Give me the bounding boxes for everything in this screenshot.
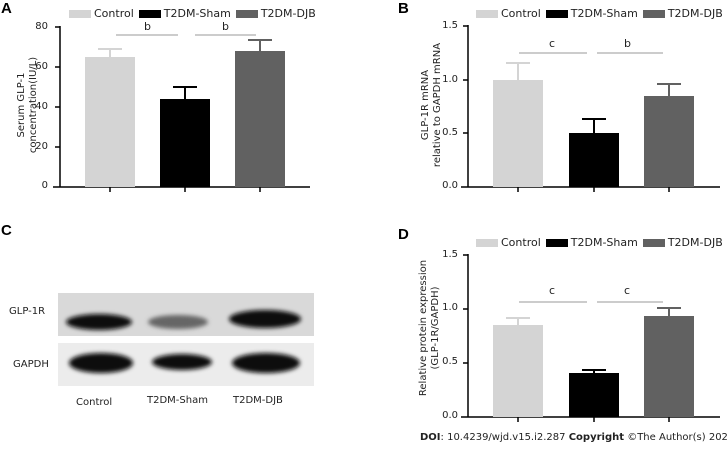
blot-lane-label: T2DM-DJB bbox=[233, 395, 283, 406]
legend-b: Control T2DM-Sham T2DM-DJB bbox=[476, 7, 727, 20]
bar-sham bbox=[569, 133, 619, 187]
legend-swatch-icon bbox=[138, 9, 161, 18]
legend-swatch-icon bbox=[642, 9, 665, 18]
y-tick-label: 1.5 bbox=[442, 20, 458, 31]
blot-row-label-gapdh: GAPDH bbox=[13, 359, 49, 370]
blot-lane-label: T2DM-Sham bbox=[147, 395, 208, 406]
y-tick-label: 1.0 bbox=[442, 74, 458, 85]
y-tick-label: 60 bbox=[35, 61, 48, 72]
y-tick-label: 40 bbox=[35, 101, 48, 112]
bar-djb bbox=[644, 96, 694, 187]
legend-swatch-icon bbox=[476, 9, 498, 18]
legend-swatch-icon bbox=[545, 9, 568, 18]
y-tick-label: 80 bbox=[35, 21, 48, 32]
panel-letter-d: D bbox=[398, 226, 409, 243]
panel-letter-a: A bbox=[1, 0, 12, 17]
legend-label: Control bbox=[94, 7, 134, 20]
y-tick-label: 0.5 bbox=[442, 127, 458, 138]
legend-a: Control T2DM-Sham T2DM-DJB bbox=[69, 7, 321, 20]
y-tick-label: 1.0 bbox=[442, 302, 458, 313]
doi-footer: DOI: 10.4239/wjd.v15.i2.287 Copyright ©T… bbox=[420, 432, 727, 443]
panel-letter-c: C bbox=[1, 222, 12, 239]
y-tick-label: 1.5 bbox=[442, 249, 458, 260]
legend-item-control: Control bbox=[476, 7, 541, 20]
legend-label: T2DM-DJB bbox=[260, 7, 316, 20]
bar-control bbox=[493, 325, 543, 417]
legend-label: Control bbox=[501, 7, 541, 20]
legend-label: T2DM-DJB bbox=[667, 7, 723, 20]
y-tick-label: 0 bbox=[41, 180, 48, 191]
doi-label: DOI bbox=[420, 432, 441, 443]
significance-label: c bbox=[549, 37, 556, 50]
legend-swatch-icon bbox=[476, 238, 498, 247]
y-tick-label: 0.0 bbox=[442, 180, 458, 191]
legend-swatch-icon bbox=[235, 9, 258, 18]
chart-a bbox=[53, 26, 310, 192]
bar-control bbox=[85, 57, 135, 187]
blot-lane-label: Control bbox=[76, 397, 113, 408]
legend-item-control: Control bbox=[476, 236, 541, 249]
legend-item-djb: T2DM-DJB bbox=[642, 236, 723, 249]
copyright-value: ©The Author(s) 2024. bbox=[624, 432, 727, 443]
significance-label: b bbox=[144, 20, 151, 33]
western-blot bbox=[58, 293, 314, 386]
copyright-label: Copyright bbox=[568, 432, 625, 443]
legend-item-sham: T2DM-Sham bbox=[545, 236, 638, 249]
chart-d bbox=[461, 254, 720, 422]
bar-sham bbox=[160, 99, 210, 187]
legend-swatch-icon bbox=[642, 238, 665, 247]
legend-swatch-icon bbox=[69, 9, 91, 18]
significance-label: c bbox=[549, 284, 556, 297]
y-tick-label: 20 bbox=[35, 141, 48, 152]
bar-control bbox=[493, 80, 543, 187]
panel-letter-b: B bbox=[398, 0, 409, 17]
legend-item-sham: T2DM-Sham bbox=[138, 7, 231, 20]
legend-label: Control bbox=[501, 236, 541, 249]
chart-b bbox=[461, 25, 720, 192]
legend-label: T2DM-DJB bbox=[667, 236, 723, 249]
y-tick-label: 0.0 bbox=[442, 410, 458, 421]
bar-djb bbox=[235, 51, 285, 187]
legend-item-control: Control bbox=[69, 7, 134, 20]
legend-item-djb: T2DM-DJB bbox=[642, 7, 723, 20]
legend-label: T2DM-Sham bbox=[570, 236, 638, 249]
legend-label: T2DM-Sham bbox=[163, 7, 231, 20]
doi-value: : 10.4239/wjd.v15.i2.287 bbox=[440, 432, 569, 443]
y-tick-label: 0.5 bbox=[442, 356, 458, 367]
legend-swatch-icon bbox=[545, 238, 568, 247]
legend-item-sham: T2DM-Sham bbox=[545, 7, 638, 20]
significance-label: b bbox=[624, 37, 631, 50]
significance-label: c bbox=[624, 284, 631, 297]
legend-d: Control T2DM-Sham T2DM-DJB bbox=[476, 236, 727, 249]
significance-label: b bbox=[222, 20, 229, 33]
legend-item-djb: T2DM-DJB bbox=[235, 7, 316, 20]
blot-row-label-glp1r: GLP-1R bbox=[9, 306, 46, 317]
bar-sham bbox=[569, 373, 619, 417]
bar-djb bbox=[644, 316, 694, 417]
legend-label: T2DM-Sham bbox=[570, 7, 638, 20]
